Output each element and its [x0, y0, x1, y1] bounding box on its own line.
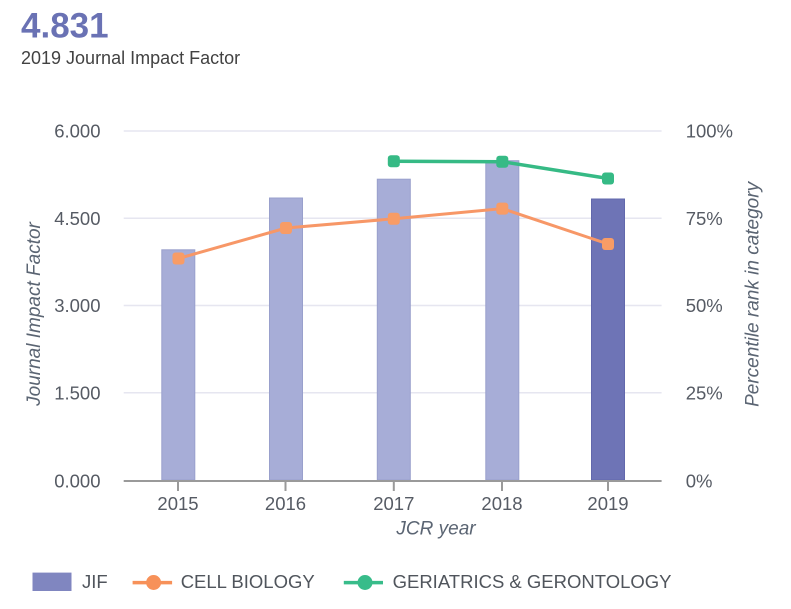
- svg-text:2015: 2015: [157, 493, 198, 514]
- svg-text:1.500: 1.500: [54, 382, 100, 403]
- svg-text:75%: 75%: [686, 208, 723, 229]
- svg-text:0.000: 0.000: [54, 471, 100, 492]
- svg-text:4.500: 4.500: [54, 208, 100, 229]
- svg-text:JIF: JIF: [82, 571, 108, 592]
- svg-text:6.000: 6.000: [54, 121, 100, 142]
- svg-text:100%: 100%: [686, 121, 733, 142]
- svg-text:Percentile rank in category: Percentile rank in category: [743, 180, 764, 406]
- svg-text:Journal Impact Factor: Journal Impact Factor: [24, 221, 45, 406]
- svg-text:0%: 0%: [686, 471, 713, 492]
- svg-text:2019 Journal Impact Factor: 2019 Journal Impact Factor: [21, 48, 240, 68]
- svg-text:2017: 2017: [373, 493, 414, 514]
- svg-text:3.000: 3.000: [54, 295, 100, 316]
- svg-text:2019: 2019: [587, 493, 628, 514]
- svg-text:4.831: 4.831: [21, 7, 109, 46]
- svg-text:2016: 2016: [265, 493, 306, 514]
- svg-text:25%: 25%: [686, 382, 723, 403]
- svg-text:50%: 50%: [686, 295, 723, 316]
- svg-text:GERIATRICS & GERONTOLOGY: GERIATRICS & GERONTOLOGY: [393, 571, 672, 592]
- svg-text:2018: 2018: [481, 493, 522, 514]
- svg-text:CELL BIOLOGY: CELL BIOLOGY: [181, 571, 315, 592]
- svg-text:JCR year: JCR year: [395, 519, 476, 540]
